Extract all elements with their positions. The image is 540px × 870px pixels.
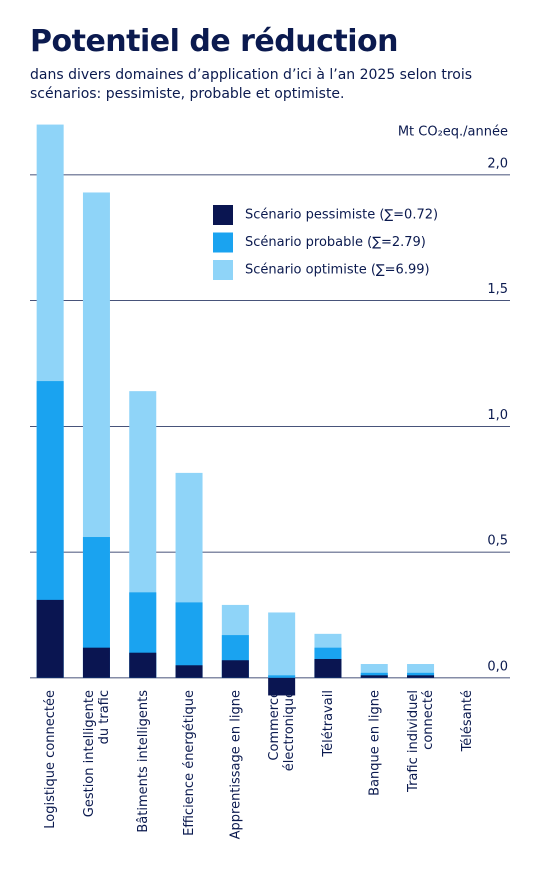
x-tick-label: Commerceélectronique (267, 690, 297, 771)
bar (268, 677, 296, 696)
bar (82, 647, 110, 678)
x-tick-label: Logistique connectée (43, 690, 58, 829)
y-tick-label: 0,5 (487, 534, 508, 549)
chart-title: Potentiel de réduction (30, 24, 398, 59)
x-tick-label: Banque en ligne (367, 690, 382, 796)
legend-label: Scénario probable (∑=2.79) (245, 235, 426, 250)
y-tick-label: 1,0 (487, 408, 508, 423)
x-tick-label: Télésanté (459, 690, 474, 752)
legend-swatch (213, 205, 233, 225)
y-tick-label: 0,0 (487, 659, 508, 674)
legend-label: Scénario pessimiste (∑=0.72) (245, 208, 438, 223)
bar (221, 660, 249, 678)
x-tick-label: Bâtiments intelligents (135, 690, 150, 833)
y-tick-label: 2,0 (487, 156, 508, 171)
chart-subtitle: dans divers domaines d’application d’ici… (30, 67, 473, 102)
legend-label: Scénario optimiste (∑=6.99) (245, 263, 430, 278)
bar (360, 675, 388, 678)
x-tick-label: Télétravail (320, 690, 335, 758)
bar (268, 675, 296, 678)
bar (129, 652, 157, 678)
x-tick-label: Efficience énergétique (182, 690, 197, 836)
x-tick-label: Trafic individuelconnecté (406, 690, 436, 793)
bar (175, 665, 203, 678)
x-tick-label: Apprentissage en ligne (228, 690, 243, 839)
legend-swatch (213, 260, 233, 280)
y-tick-label: 1,5 (487, 282, 508, 297)
bar (268, 612, 296, 678)
x-tick-label: Gestion intelligentedu trafic (81, 690, 111, 817)
legend-swatch (213, 232, 233, 253)
bar (314, 658, 342, 678)
bar (36, 599, 64, 678)
y-axis-label: Mt CO₂eq./année (398, 125, 508, 140)
bar (407, 675, 435, 678)
